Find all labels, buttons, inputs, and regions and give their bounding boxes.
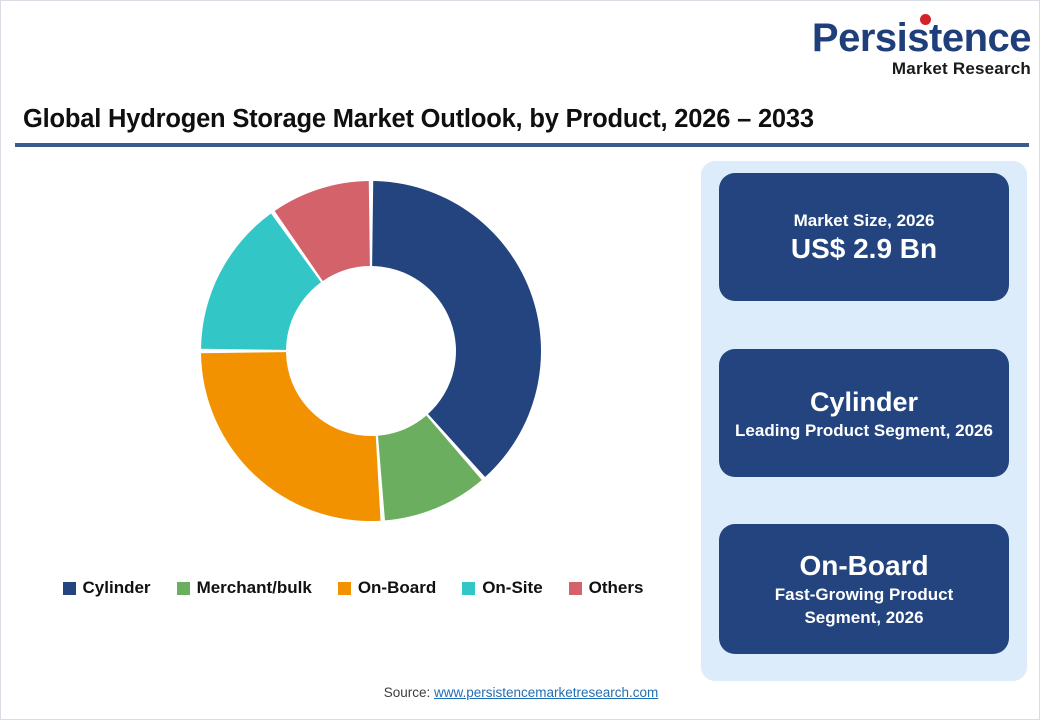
legend-label-others: Others [588, 578, 644, 597]
donut-slice-group [201, 181, 541, 521]
legend-label-on-site: On-Site [482, 578, 543, 597]
legend-swatch-on-site-icon [462, 581, 476, 595]
card-fastest-segment-label: Fast-Growing Product Segment, 2026 [774, 585, 954, 627]
donut-slice-on-site [201, 213, 322, 350]
source-link[interactable]: www.persistencemarketresearch.com [433, 685, 659, 700]
legend-swatch-others-icon [568, 581, 582, 595]
donut-chart [15, 156, 691, 556]
chart-legend: Cylinder Merchant/bulk On-Board On-Site Othe… [15, 571, 691, 605]
highlight-card-fastest-segment: On-Board Fast-Growing Product Segment, 2… [719, 524, 1009, 654]
legend-label-cylinder: Cylinder [82, 578, 151, 597]
legend-item-on-board[interactable]: On-Board [337, 578, 437, 597]
legend-item-on-site[interactable]: On-Site [462, 578, 543, 597]
logo-dot-icon [919, 14, 931, 25]
card-leading-segment-label: Leading Product Segment, 2026 [735, 420, 993, 440]
legend-swatch-merchant-bulk-icon [176, 581, 190, 595]
legend-item-others[interactable]: Others [568, 578, 644, 597]
highlights-panel: Market Size, 2026 US$ 2.9 Bn Cylinder Le… [701, 161, 1027, 681]
card-leading-segment-value: Cylinder [809, 386, 919, 417]
highlight-card-leading-segment: Cylinder Leading Product Segment, 2026 [719, 349, 1009, 477]
legend-swatch-on-board-icon [337, 581, 351, 595]
legend-label-merchant-bulk: Merchant/bulk [196, 578, 312, 597]
page-title: Global Hydrogen Storage Market Outlook, … [23, 105, 814, 133]
logo-subtitle-label: Market Research [891, 59, 1031, 78]
legend-item-merchant-bulk[interactable]: Merchant/bulk [176, 578, 312, 597]
legend-swatch-cylinder-icon [62, 581, 76, 595]
company-logo: Persistence Market Research [807, 14, 1032, 83]
legend-item-cylinder[interactable]: Cylinder [62, 578, 151, 597]
donut-slice-merchant-bulk [377, 415, 482, 521]
logo-wordmark-text: Persistence [812, 14, 1032, 59]
donut-slice-others [274, 181, 370, 281]
highlight-card-market-size: Market Size, 2026 US$ 2.9 Bn [719, 173, 1009, 301]
donut-slice-cylinder [372, 181, 541, 478]
donut-slice-on-board [201, 352, 381, 521]
legend-label-on-board: On-Board [357, 578, 437, 597]
donut-chart-svg [201, 181, 541, 521]
source-footer: Source: www.persistencemarketresearch.co… [1, 685, 1039, 700]
title-divider [15, 143, 1029, 147]
card-market-size-value: US$ 2.9 Bn [790, 232, 938, 264]
source-prefix-label: Source: [383, 685, 434, 700]
card-market-size-label: Market Size, 2026 [793, 210, 935, 230]
card-fastest-segment-value: On-Board [799, 550, 929, 581]
